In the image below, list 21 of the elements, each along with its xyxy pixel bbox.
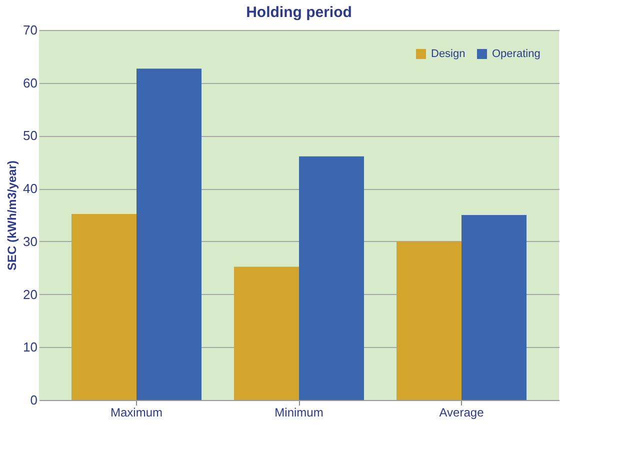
x-tick-label: Maximum	[110, 406, 163, 420]
y-tick-label: 60	[23, 75, 38, 90]
y-tick-label: 20	[23, 286, 38, 302]
bar	[396, 241, 462, 400]
y-tick-label: 0	[30, 392, 38, 408]
y-axis-title: SEC (kWh/m3/year)	[5, 160, 20, 271]
y-tick-label: 50	[23, 128, 38, 144]
x-tick-label: Minimum	[274, 406, 324, 420]
chart-title: Holding period	[246, 4, 352, 21]
bar	[234, 266, 299, 400]
bar	[299, 156, 364, 400]
bar	[72, 214, 136, 400]
bar	[462, 215, 526, 400]
legend-label: Design	[431, 48, 466, 60]
y-tick-label: 10	[23, 340, 38, 355]
bar	[136, 68, 202, 400]
x-tick-label: Average	[439, 406, 484, 420]
y-tick-label: 40	[23, 181, 38, 196]
y-tick-label: 30	[23, 234, 38, 249]
legend-label: Operating	[492, 48, 540, 60]
y-tick-label: 70	[23, 22, 38, 38]
